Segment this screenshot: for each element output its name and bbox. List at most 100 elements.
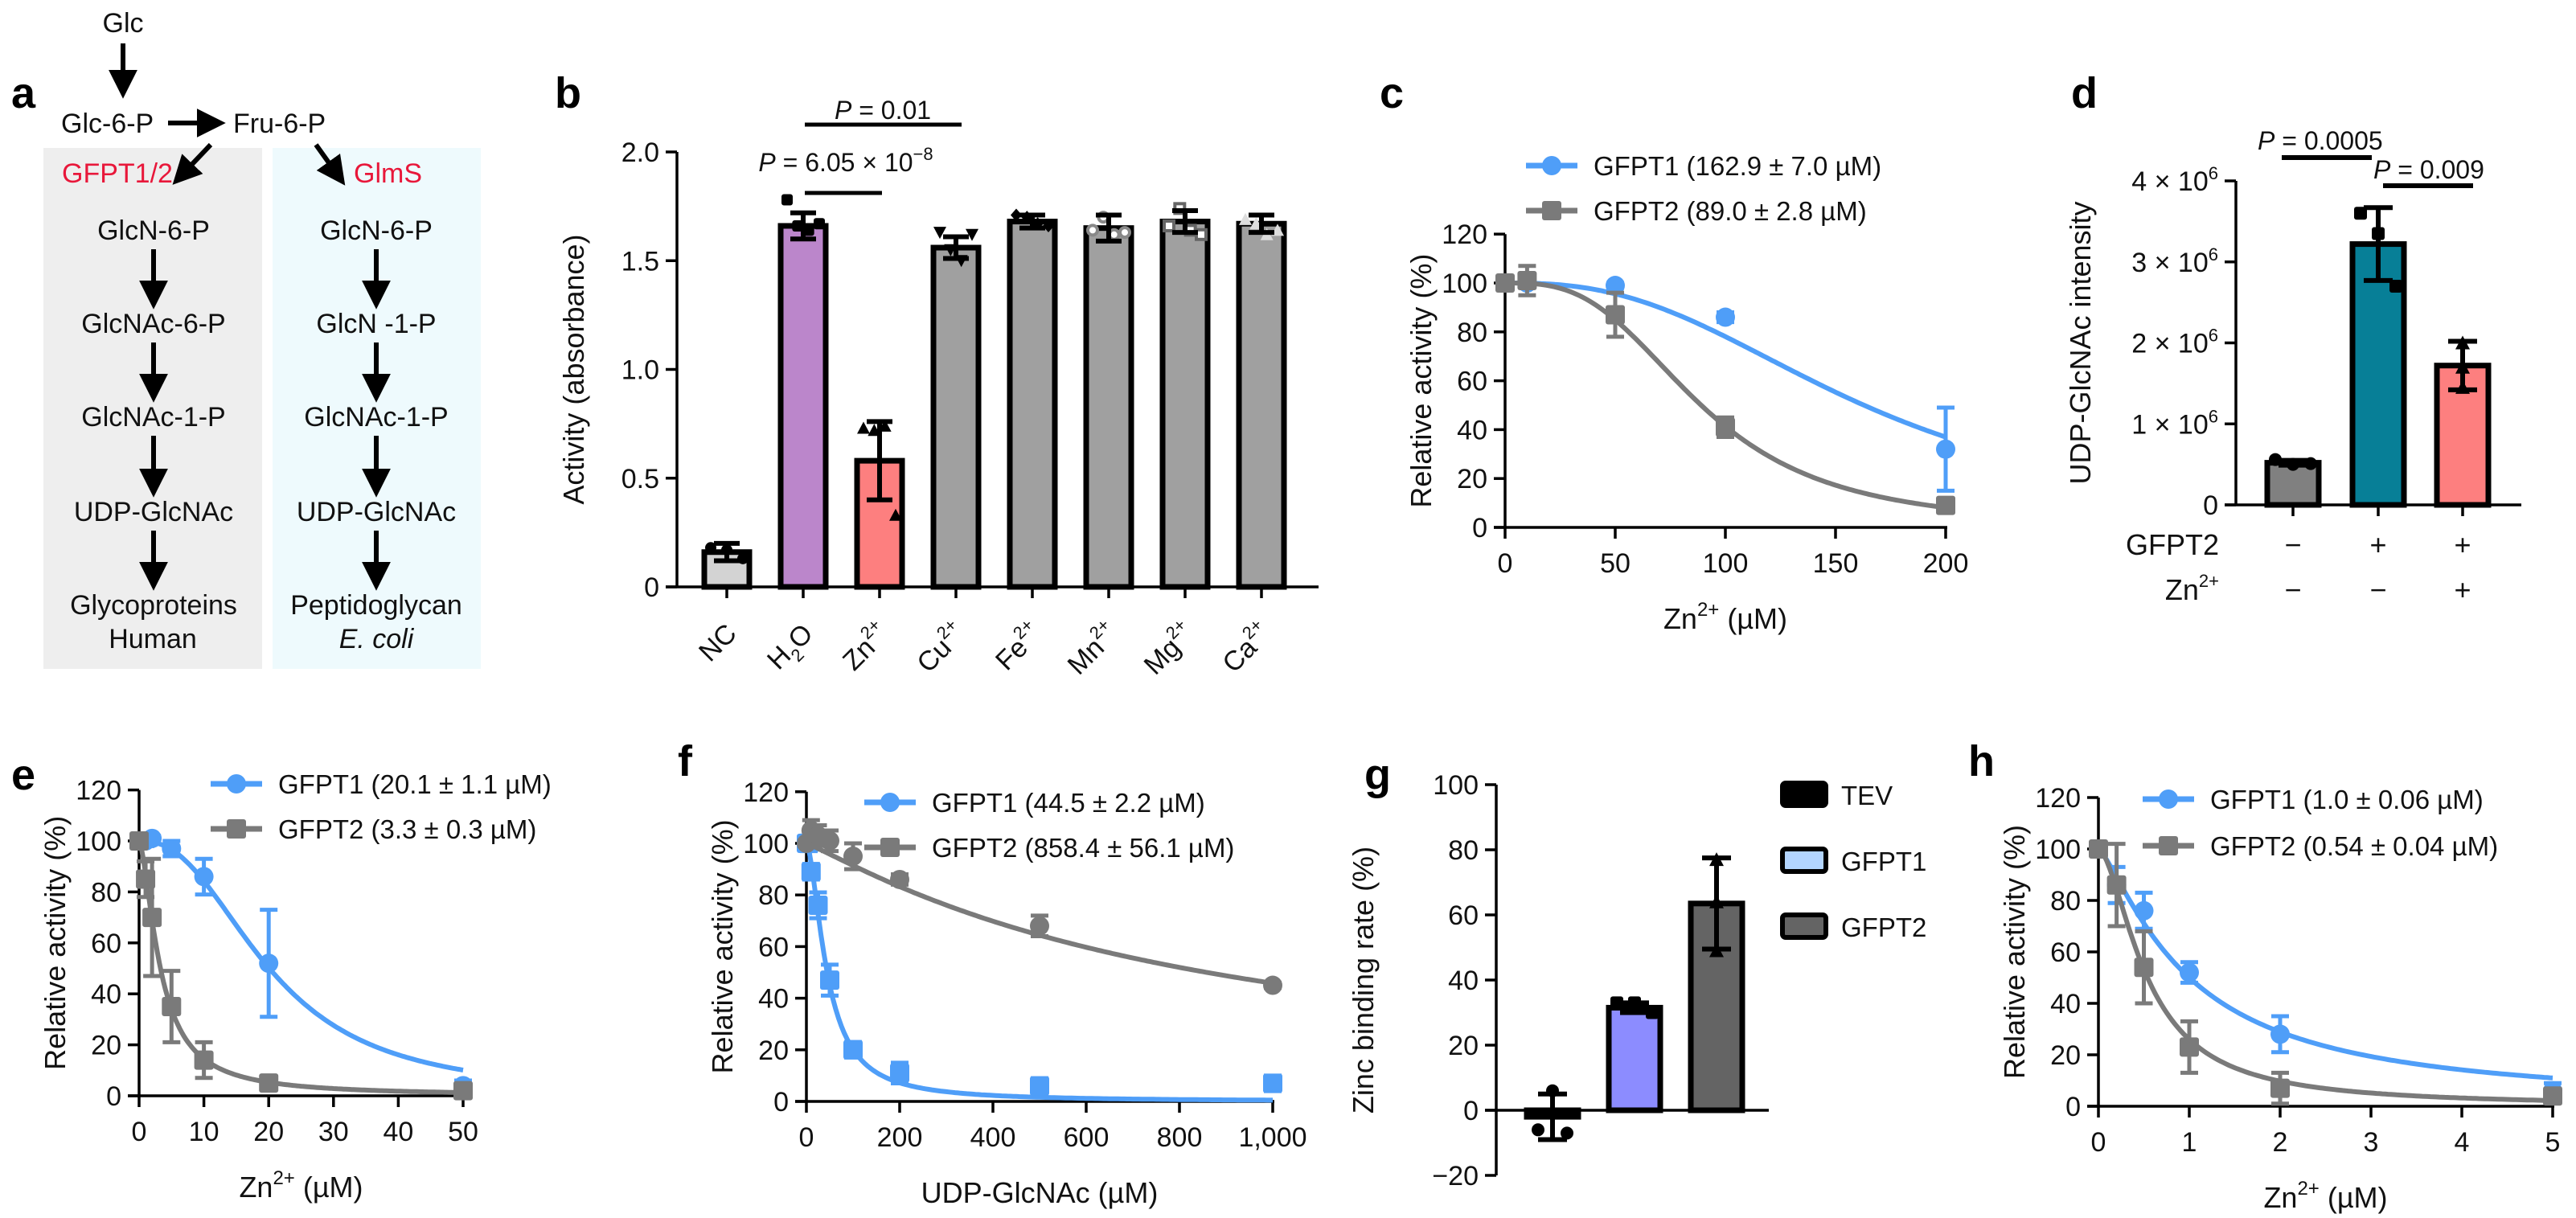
data-point <box>1086 224 1099 237</box>
node-glc: Glc <box>103 8 144 39</box>
bar-group <box>930 227 982 590</box>
y-tick-label: 100 <box>1433 770 1479 801</box>
legend-label: GFPT1 (162.9 ± 7.0 µM) <box>1594 151 1881 181</box>
data-point <box>2287 457 2299 471</box>
y-tick-label: 80 <box>758 880 789 911</box>
data-point <box>1043 219 1054 232</box>
legend-marker <box>227 774 246 794</box>
x-tick-label: 200 <box>877 1122 923 1153</box>
data-point <box>1263 975 1282 995</box>
bar-group <box>1236 212 1287 590</box>
data-point <box>194 1050 214 1070</box>
label-base: NC <box>693 618 743 668</box>
data-point <box>1610 996 1623 1010</box>
data-point <box>1936 495 1955 515</box>
x-title-base: Zn <box>2263 1181 2297 1214</box>
y-tick-label: 0 <box>773 1087 789 1118</box>
y-tick-label: 40 <box>1457 415 1487 445</box>
x-tick-label: 800 <box>1157 1122 1203 1153</box>
arrow-f6p-to-human <box>172 142 213 185</box>
data-point <box>1646 1006 1659 1019</box>
human-step-5: Glycoproteins <box>70 590 237 621</box>
y-tick-label: 120 <box>743 777 789 808</box>
x-title-sup: 2+ <box>2297 1178 2319 1200</box>
data-point <box>890 1063 909 1083</box>
y-tick-sup: 6 <box>2209 326 2218 346</box>
condition-row-label: Zn2+ <box>2165 571 2219 606</box>
data-point <box>453 1081 473 1101</box>
bar <box>1606 1004 1663 1113</box>
y-tick-label: −20 <box>1432 1161 1479 1191</box>
fit-curve <box>1505 281 1946 440</box>
significance-label: P = 0.0005 <box>2258 126 2383 155</box>
significance-label: P = 0.01 <box>835 96 931 125</box>
series-gfpt1 <box>1495 273 1955 493</box>
ecoli-step-4: UDP-GlcNAc <box>297 497 456 527</box>
y-axis-title: Relative activity (%) <box>39 816 72 1070</box>
legend-marker <box>227 819 246 839</box>
data-point <box>820 970 839 990</box>
y-tick-base: 0 <box>2203 490 2218 521</box>
panel-b-metal-activity-bar-chart: b 0 0.5 1.0 1.5 2.0 Activity (absorbance) NC H2O… <box>555 69 1319 681</box>
x-tick-label: 600 <box>1064 1122 1110 1153</box>
bar-group <box>701 540 753 590</box>
x-tick-label: H2O <box>761 618 823 680</box>
row-label-base: GFPT2 <box>2126 528 2219 561</box>
data-point <box>2372 227 2385 240</box>
y-tick-label: 100 <box>1442 269 1487 299</box>
x-tick-label: 2 <box>2273 1127 2288 1158</box>
legend-label: GFPT1 <box>1841 847 1926 876</box>
y-tick-label: 20 <box>1457 464 1487 494</box>
label-tail: O <box>782 618 819 655</box>
x-tick-label: 400 <box>970 1122 1016 1153</box>
legend-marker <box>880 793 900 812</box>
data-point <box>1118 226 1131 240</box>
panel-letter-f: f <box>678 737 693 785</box>
x-axis-title: Zn2+ (µM) <box>239 1167 363 1204</box>
legend-marker <box>2159 789 2178 809</box>
ecoli-step-2: GlcN -1-P <box>316 309 436 339</box>
data-point <box>1532 1123 1544 1137</box>
data-point <box>933 227 946 240</box>
data-point <box>737 552 749 564</box>
fit-curve <box>139 839 464 1072</box>
x-tick-label: 0 <box>2091 1127 2106 1158</box>
y-tick-label: 20 <box>758 1036 789 1066</box>
y-tick-label: 40 <box>91 979 121 1010</box>
y-tick-sup: 6 <box>2209 163 2218 183</box>
y-tick-label: 20 <box>2050 1040 2081 1071</box>
data-point <box>259 1073 279 1093</box>
y-tick-label: 60 <box>758 932 789 962</box>
y-tick-label: 80 <box>2050 886 2081 917</box>
x-title-sup: 2+ <box>273 1167 294 1189</box>
condition-value: + <box>2454 528 2471 561</box>
x-tick-label: 0 <box>799 1122 814 1153</box>
bar-group <box>2434 335 2492 508</box>
data-point <box>1495 273 1515 293</box>
y-tick-label: 80 <box>91 877 121 908</box>
data-point <box>801 862 821 882</box>
data-point <box>1709 943 1724 958</box>
data-point <box>1030 1076 1049 1096</box>
condition-value: + <box>2454 573 2471 606</box>
data-point <box>2389 279 2402 293</box>
p-value: = 0.009 <box>2390 155 2484 184</box>
y-tick-label: 120 <box>76 776 121 806</box>
y-tick-label: 60 <box>1448 900 1479 931</box>
panel-letter-c: c <box>1380 69 1404 117</box>
fit-curve <box>137 840 464 1095</box>
significance-label: P = 6.05 × 10−8 <box>758 144 933 177</box>
data-point <box>1709 852 1724 867</box>
data-point <box>2106 875 2127 895</box>
panel-letter-e: e <box>11 751 35 799</box>
data-point <box>1709 894 1724 908</box>
node-glc-6-p: Glc-6-P <box>61 109 154 139</box>
x-tick-label: 10 <box>189 1117 219 1147</box>
data-point <box>2134 900 2154 921</box>
bar <box>777 223 829 590</box>
data-point <box>2455 379 2470 394</box>
data-point <box>814 218 825 230</box>
y-axis-title: Activity (absorbance) <box>557 234 590 504</box>
data-point <box>2543 1086 2562 1106</box>
y-tick-label: 60 <box>2050 937 2081 968</box>
